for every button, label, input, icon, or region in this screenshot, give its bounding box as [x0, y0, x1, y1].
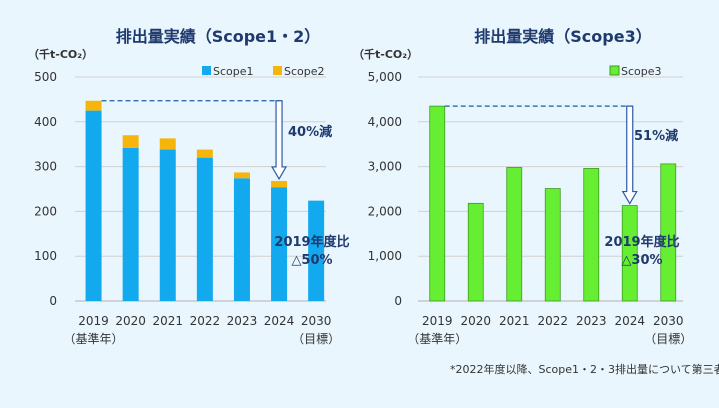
y-tick-label: 4,000	[368, 115, 402, 129]
y-tick-label: 3,000	[368, 160, 402, 174]
bar-scope2-2024	[271, 180, 288, 188]
x-tick-label: 2022	[537, 314, 568, 328]
chart2-bars	[429, 105, 677, 302]
y-tick-label: 5,000	[368, 70, 402, 84]
x-tick-label: 2020	[460, 314, 491, 328]
chart2-title: 排出量実績（Scope3）	[474, 27, 651, 46]
x-tick-label: 2023	[227, 314, 258, 328]
bar-scope3-2021	[506, 167, 523, 302]
footnote: *2022年度以降、Scope1・2・3排出量について第三者による限定的保証を取…	[450, 362, 719, 376]
chart2-y-axis: 0 1,000 2,000 3,000 4,000 5,000	[368, 70, 402, 308]
x-tick-label: 2021	[152, 314, 183, 328]
bar-scope3-2023	[583, 167, 600, 302]
legend-label-scope2: Scope2	[284, 65, 325, 78]
y-tick-label: 0	[49, 294, 57, 308]
x-tick-sublabel: （基準年）	[407, 331, 467, 346]
y-tick-label: 1,000	[368, 249, 402, 263]
chart1-unit-label: （千t-CO₂）	[28, 47, 93, 61]
arrow-shape	[621, 105, 638, 205]
target-label-line1: 2019年度比	[604, 234, 679, 250]
chart2-legend: Scope3	[609, 65, 662, 78]
x-tick-label: 2021	[499, 314, 530, 328]
chart2-annotations: 51%減 2019年度比 △30%	[444, 105, 680, 268]
target-label-line2: △50%	[291, 253, 332, 268]
legend-swatch-scope1	[202, 66, 211, 75]
x-tick-label: 2022	[190, 314, 221, 328]
chart2-x-axis: 2019 （基準年） 2020 2021 2022 2023 2024 2030 （目標）	[407, 314, 692, 346]
bar-scope1-2030	[308, 200, 325, 301]
chart1-legend: Scope1 Scope2	[202, 65, 325, 78]
y-tick-label: 100	[34, 249, 57, 263]
reduction-label: 40%減	[288, 124, 332, 140]
reduction-arrow	[271, 100, 288, 181]
bar-scope2-2023	[233, 172, 250, 179]
y-tick-label: 400	[34, 115, 57, 129]
chart1-annotations: 40%減 2019年度比 △50%	[101, 100, 350, 268]
reduction-arrow	[621, 105, 638, 205]
legend-swatch-scope2	[273, 66, 282, 75]
chart1-y-axis: 0 100 200 300 400 500	[34, 70, 57, 308]
x-tick-sublabel: （基準年）	[64, 331, 124, 346]
bar-scope3-2019	[429, 105, 446, 302]
target-label-line2: △30%	[621, 253, 662, 268]
target-label-line1: 2019年度比	[274, 234, 349, 250]
x-tick-label: 2019	[422, 314, 453, 328]
x-tick-sublabel: （目標）	[644, 332, 692, 346]
legend-label-scope3: Scope3	[621, 65, 662, 78]
x-tick-label: 2023	[576, 314, 607, 328]
bar-scope3-2030	[660, 163, 677, 302]
y-tick-label: 2,000	[368, 204, 402, 218]
chart2-unit-label: （千t-CO₂）	[353, 47, 418, 61]
x-tick-label: 2020	[115, 314, 146, 328]
x-tick-label: 2019	[78, 314, 109, 328]
bar-scope2-2020	[122, 135, 139, 148]
x-tick-sublabel: （目標）	[292, 332, 340, 346]
x-tick-label: 2024	[264, 314, 295, 328]
chart1-bars	[85, 100, 325, 301]
bar-scope1-2021	[159, 149, 176, 301]
bar-scope1-2020	[122, 147, 139, 301]
bar-scope1-2024	[271, 187, 288, 301]
legend-swatch-scope3	[609, 65, 620, 76]
reduction-label: 51%減	[634, 128, 678, 144]
bar-scope3-2020	[467, 202, 484, 302]
bar-scope3-2024	[621, 205, 638, 302]
bar-scope2-2019	[85, 100, 102, 111]
bar-scope1-2019	[85, 110, 102, 301]
legend-label-scope1: Scope1	[213, 65, 254, 78]
bar-scope2-2022	[196, 149, 213, 158]
y-tick-label: 300	[34, 160, 57, 174]
bar-scope2-2021	[159, 138, 176, 150]
bar-scope3-2022	[544, 188, 561, 302]
bar-scope1-2023	[233, 178, 250, 301]
y-tick-label: 200	[34, 204, 57, 218]
y-tick-label: 500	[34, 70, 57, 84]
y-tick-label: 0	[394, 294, 402, 308]
arrow-shape	[271, 100, 288, 181]
bar-scope1-2022	[196, 157, 213, 301]
x-tick-label: 2030	[653, 314, 684, 328]
chart1-x-axis: 2019 （基準年） 2020 2021 2022 2023 2024 2030 （目標）	[64, 314, 341, 346]
chart1-title: 排出量実績（Scope1・2）	[116, 27, 321, 46]
x-tick-label: 2024	[614, 314, 645, 328]
x-tick-label: 2030	[301, 314, 332, 328]
